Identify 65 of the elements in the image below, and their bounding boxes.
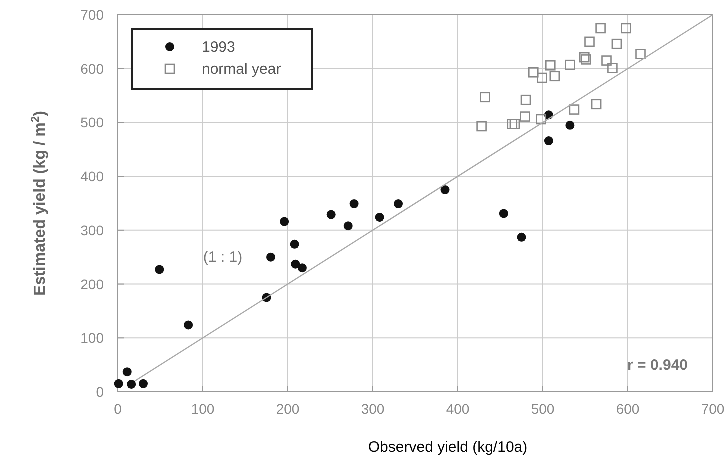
x-tick-label: 600	[616, 401, 640, 417]
annotation: (1 : 1)	[203, 249, 243, 266]
x-tick-label: 0	[114, 401, 122, 417]
point	[569, 104, 580, 115]
point	[139, 379, 148, 388]
y-tick-label: 0	[96, 384, 104, 400]
point	[375, 213, 384, 222]
point	[155, 265, 164, 274]
point	[127, 380, 136, 389]
point	[528, 67, 539, 78]
point	[536, 114, 546, 125]
point	[621, 23, 632, 34]
point	[344, 222, 353, 231]
y-tick-label: 500	[80, 114, 104, 131]
point	[546, 60, 556, 71]
point	[122, 368, 132, 377]
point	[602, 56, 612, 66]
point	[612, 38, 622, 50]
x-tick-label: 700	[701, 401, 725, 417]
point	[591, 99, 602, 110]
point	[581, 54, 592, 65]
point	[480, 92, 490, 103]
point	[544, 136, 554, 146]
point	[298, 264, 307, 273]
point	[520, 112, 530, 122]
point	[580, 52, 590, 63]
x-tick-label: 300	[361, 401, 385, 417]
point	[394, 200, 403, 209]
point	[184, 320, 194, 330]
point	[507, 119, 518, 130]
point	[520, 94, 532, 106]
point	[440, 186, 450, 195]
y-tick-label: 200	[80, 276, 104, 292]
point	[499, 209, 508, 218]
y-tick-label: 300	[80, 222, 104, 238]
y-tick-label: 400	[80, 168, 104, 185]
point	[565, 60, 576, 70]
y-tick-label: 700	[80, 7, 104, 23]
legend-label: 1993	[202, 39, 236, 56]
y-tick-label: 100	[80, 330, 104, 346]
point	[266, 252, 276, 262]
point	[291, 260, 300, 269]
point	[550, 71, 560, 82]
y-tick-label: 600	[80, 60, 104, 77]
point	[596, 23, 606, 34]
point	[537, 72, 548, 84]
point	[350, 200, 359, 209]
point	[326, 210, 336, 220]
annotation: r = 0.940	[628, 357, 688, 374]
x-tick-label: 200	[276, 401, 300, 417]
point	[517, 232, 526, 242]
x-tick-label: 100	[191, 401, 215, 417]
point	[584, 36, 595, 48]
point	[280, 217, 290, 226]
point	[510, 119, 520, 130]
x-tick-label: 400	[446, 401, 470, 417]
point	[476, 121, 487, 132]
point	[290, 240, 300, 249]
point	[114, 379, 124, 388]
point	[608, 63, 618, 74]
legend-label: normal year	[202, 61, 282, 78]
point	[566, 120, 575, 130]
point	[636, 49, 646, 60]
x-axis-title: Observed yield (kg/10a)	[368, 439, 528, 456]
x-tick-label: 500	[531, 401, 555, 417]
